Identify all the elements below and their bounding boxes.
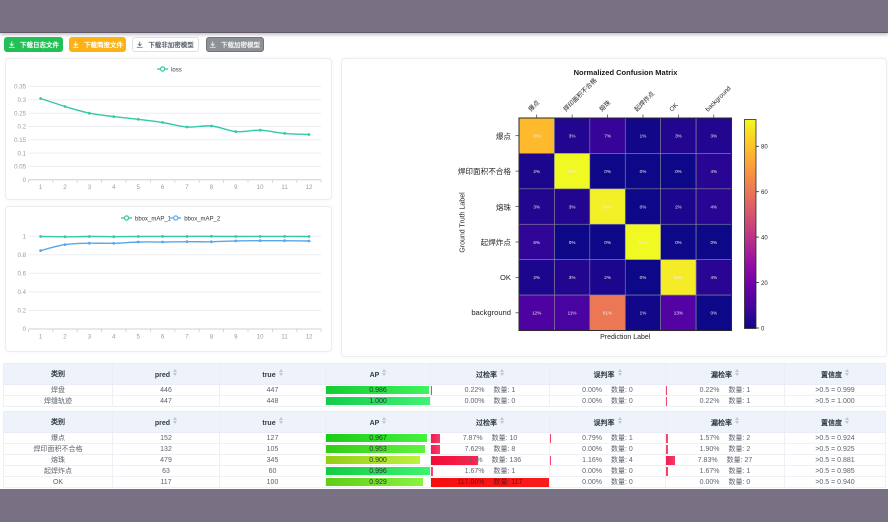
svg-text:0.35: 0.35	[14, 84, 26, 91]
svg-text:2: 2	[63, 334, 67, 341]
svg-text:0.4: 0.4	[18, 289, 27, 296]
svg-text:3: 3	[88, 334, 92, 341]
svg-text:92%: 92%	[638, 240, 647, 245]
svg-text:11: 11	[281, 334, 288, 341]
svg-text:7: 7	[185, 334, 189, 341]
svg-text:0.6: 0.6	[18, 271, 27, 278]
svg-text:7%: 7%	[604, 134, 611, 139]
svg-text:0%: 0%	[675, 240, 682, 245]
svg-text:0%: 0%	[569, 240, 576, 245]
svg-text:5: 5	[137, 184, 141, 191]
svg-text:6%: 6%	[533, 240, 540, 245]
svg-text:80: 80	[761, 145, 768, 151]
svg-text:0: 0	[23, 177, 27, 184]
svg-text:0.8: 0.8	[18, 252, 27, 259]
svg-text:0: 0	[23, 326, 27, 333]
svg-text:0%: 0%	[604, 240, 611, 245]
svg-text:11%: 11%	[568, 311, 577, 316]
svg-text:0.2: 0.2	[18, 124, 27, 131]
svg-text:0.2: 0.2	[18, 308, 27, 315]
svg-text:2%: 2%	[604, 275, 611, 280]
svg-text:78%: 78%	[532, 134, 541, 139]
svg-text:0.05: 0.05	[14, 164, 26, 171]
svg-text:3%: 3%	[569, 204, 576, 209]
svg-text:4: 4	[112, 334, 116, 341]
svg-text:4%: 4%	[710, 204, 717, 209]
svg-text:2%: 2%	[533, 275, 540, 280]
svg-text:8: 8	[210, 334, 214, 341]
svg-text:1%: 1%	[640, 134, 647, 139]
svg-text:3%: 3%	[533, 204, 540, 209]
svg-text:61%: 61%	[603, 311, 612, 316]
svg-text:12%: 12%	[532, 311, 541, 316]
svg-text:0%: 0%	[710, 311, 717, 316]
svg-text:3: 3	[88, 184, 92, 191]
svg-text:3%: 3%	[569, 275, 576, 280]
svg-text:0%: 0%	[675, 169, 682, 174]
svg-text:1: 1	[23, 233, 27, 240]
svg-text:90%: 90%	[603, 204, 612, 209]
svg-text:0%: 0%	[604, 169, 611, 174]
svg-text:0.15: 0.15	[14, 137, 26, 144]
svg-text:13%: 13%	[674, 311, 683, 316]
svg-text:89%: 89%	[674, 275, 683, 280]
svg-text:10: 10	[257, 334, 264, 341]
svg-text:1: 1	[39, 184, 43, 191]
svg-text:1: 1	[39, 334, 43, 341]
svg-text:1%: 1%	[640, 311, 647, 316]
svg-text:9: 9	[234, 334, 238, 341]
svg-text:92%: 92%	[567, 169, 576, 174]
svg-text:0%: 0%	[640, 204, 647, 209]
svg-text:bbox_mAP_2: bbox_mAP_2	[184, 216, 221, 222]
svg-text:3%: 3%	[675, 134, 682, 139]
svg-text:40: 40	[761, 236, 768, 242]
svg-text:0.25: 0.25	[14, 110, 26, 117]
svg-text:loss: loss	[171, 67, 182, 73]
svg-text:7: 7	[185, 184, 189, 191]
svg-text:5: 5	[137, 334, 141, 341]
svg-text:0%: 0%	[710, 240, 717, 245]
svg-text:8: 8	[210, 184, 214, 191]
svg-text:4%: 4%	[710, 275, 717, 280]
svg-text:20: 20	[761, 281, 768, 287]
svg-text:6: 6	[161, 334, 165, 341]
svg-text:4%: 4%	[710, 169, 717, 174]
svg-text:0%: 0%	[640, 275, 647, 280]
svg-text:2: 2	[63, 184, 67, 191]
svg-text:2%: 2%	[533, 169, 540, 174]
svg-text:60: 60	[761, 190, 768, 196]
svg-text:0: 0	[761, 327, 765, 333]
svg-text:0%: 0%	[640, 169, 647, 174]
svg-text:3%: 3%	[710, 134, 717, 139]
svg-text:9: 9	[234, 184, 238, 191]
svg-text:11: 11	[281, 184, 288, 191]
svg-text:3%: 3%	[569, 134, 576, 139]
svg-text:10: 10	[257, 184, 264, 191]
svg-text:bbox_mAP_1: bbox_mAP_1	[135, 216, 172, 222]
svg-text:2%: 2%	[675, 204, 682, 209]
svg-text:12: 12	[306, 184, 313, 191]
svg-text:4: 4	[112, 184, 116, 191]
svg-text:12: 12	[306, 334, 313, 341]
svg-text:0.3: 0.3	[18, 97, 27, 104]
svg-text:6: 6	[161, 184, 165, 191]
svg-text:0.1: 0.1	[18, 150, 27, 157]
